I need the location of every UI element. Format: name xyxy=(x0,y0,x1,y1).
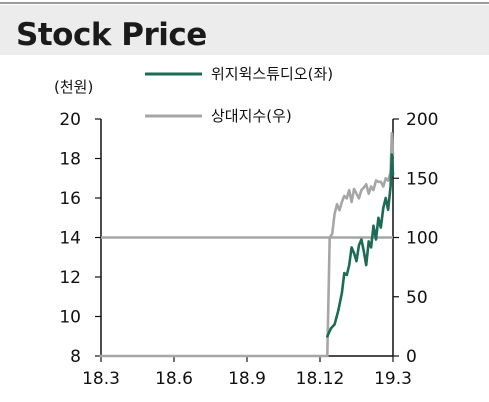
left-tick-label: 20 xyxy=(59,110,81,130)
right-tick-label: 100 xyxy=(406,229,438,249)
series-line-company xyxy=(325,153,395,338)
right-tick-label: 0 xyxy=(406,347,417,367)
title-bar: Stock Price xyxy=(0,5,489,55)
left-tick-label: 16 xyxy=(59,189,81,209)
left-tick-label: 8 xyxy=(70,347,81,367)
right-tick-label: 200 xyxy=(406,110,438,130)
left-tick-label: 14 xyxy=(59,229,81,249)
left-tick-label: 12 xyxy=(59,268,81,288)
series-line-relative-index xyxy=(99,131,395,358)
x-tick-label: 18.9 xyxy=(228,369,266,389)
page-title: Stock Price xyxy=(16,17,207,53)
right-tick-label: 50 xyxy=(406,288,428,308)
legend-label-relative: 상대지수(우) xyxy=(211,107,292,125)
legend: 위지윅스튜디오(좌) 상대지수(우) xyxy=(145,65,333,125)
x-tick-label: 18.12 xyxy=(296,369,345,389)
x-tick-label: 18.6 xyxy=(155,369,193,389)
left-tick-label: 18 xyxy=(59,150,81,170)
left-axis-unit: (천원) xyxy=(54,78,93,96)
plot-area xyxy=(99,131,395,358)
left-tick-label: 10 xyxy=(59,308,81,328)
x-tick-label: 19.3 xyxy=(374,369,412,389)
legend-label-company: 위지윅스튜디오(좌) xyxy=(211,65,333,83)
right-tick-label: 150 xyxy=(406,169,438,189)
x-tick-label: 18.3 xyxy=(82,369,120,389)
top-rule xyxy=(0,2,489,4)
